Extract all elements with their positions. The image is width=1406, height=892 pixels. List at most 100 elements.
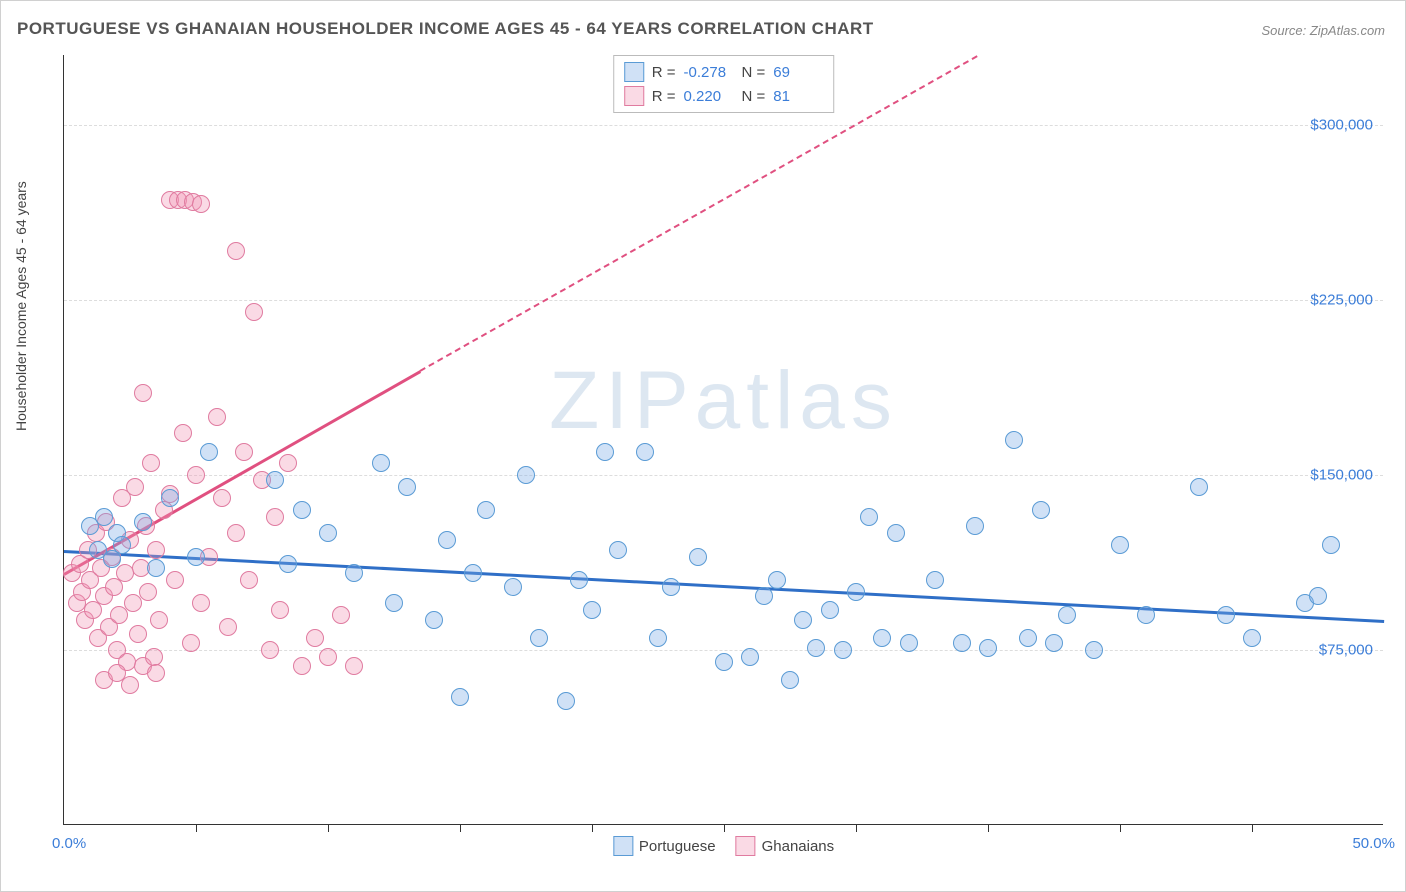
legend-item-ghanaians: Ghanaians <box>736 836 835 856</box>
data-point <box>1309 587 1327 605</box>
y-tick-label: $225,000 <box>1310 292 1373 309</box>
data-point <box>438 531 456 549</box>
gridline <box>64 125 1383 126</box>
data-point <box>245 303 263 321</box>
data-point <box>596 443 614 461</box>
r-label: R = <box>652 88 676 105</box>
data-point <box>319 524 337 542</box>
data-point <box>570 571 588 589</box>
data-point <box>192 594 210 612</box>
data-point <box>1217 606 1235 624</box>
data-point <box>834 641 852 659</box>
data-point <box>208 408 226 426</box>
data-point <box>271 601 289 619</box>
data-point <box>1085 641 1103 659</box>
data-point <box>504 578 522 596</box>
n-value-ghanaians: 81 <box>773 88 823 105</box>
data-point <box>332 606 350 624</box>
x-tick <box>1252 824 1253 832</box>
r-value-portuguese: -0.278 <box>684 64 734 81</box>
data-point <box>174 424 192 442</box>
data-point <box>142 454 160 472</box>
data-point <box>161 489 179 507</box>
data-point <box>1111 536 1129 554</box>
stats-legend-box: R = -0.278 N = 69 R = 0.220 N = 81 <box>613 55 835 113</box>
n-label: N = <box>742 88 766 105</box>
data-point <box>794 611 812 629</box>
data-point <box>166 571 184 589</box>
data-point <box>451 688 469 706</box>
data-point <box>847 583 865 601</box>
x-tick <box>196 824 197 832</box>
data-point <box>187 548 205 566</box>
legend-item-portuguese: Portuguese <box>613 836 716 856</box>
swatch-portuguese <box>624 62 644 82</box>
source-label: Source: ZipAtlas.com <box>1261 23 1385 38</box>
y-axis-label: Householder Income Ages 45 - 64 years <box>13 181 29 431</box>
data-point <box>900 634 918 652</box>
data-point <box>121 676 139 694</box>
data-point <box>1137 606 1155 624</box>
data-point <box>147 664 165 682</box>
x-tick <box>328 824 329 832</box>
data-point <box>95 508 113 526</box>
data-point <box>187 466 205 484</box>
watermark: ZIPatlas <box>549 354 898 448</box>
data-point <box>953 634 971 652</box>
data-point <box>113 536 131 554</box>
data-point <box>768 571 786 589</box>
data-point <box>266 471 284 489</box>
plot-area: ZIPatlas R = -0.278 N = 69 R = 0.220 N =… <box>63 55 1383 825</box>
data-point <box>477 501 495 519</box>
legend-label-ghanaians: Ghanaians <box>762 838 835 855</box>
data-point <box>124 594 142 612</box>
data-point <box>219 618 237 636</box>
data-point <box>134 513 152 531</box>
data-point <box>372 454 390 472</box>
data-point <box>1058 606 1076 624</box>
x-tick <box>988 824 989 832</box>
y-tick-label: $150,000 <box>1310 467 1373 484</box>
data-point <box>662 578 680 596</box>
data-point <box>649 629 667 647</box>
data-point <box>398 478 416 496</box>
data-point <box>345 564 363 582</box>
data-point <box>293 657 311 675</box>
data-point <box>279 555 297 573</box>
data-point <box>860 508 878 526</box>
n-label: N = <box>742 64 766 81</box>
legend-bottom: Portuguese Ghanaians <box>613 836 834 856</box>
chart-container: PORTUGUESE VS GHANAIAN HOUSEHOLDER INCOM… <box>0 0 1406 892</box>
data-point <box>139 583 157 601</box>
data-point <box>755 587 773 605</box>
data-point <box>129 625 147 643</box>
stats-row-portuguese: R = -0.278 N = 69 <box>624 60 824 84</box>
data-point <box>715 653 733 671</box>
data-point <box>530 629 548 647</box>
data-point <box>240 571 258 589</box>
chart-title: PORTUGUESE VS GHANAIAN HOUSEHOLDER INCOM… <box>17 19 874 39</box>
data-point <box>1045 634 1063 652</box>
y-tick-label: $75,000 <box>1319 642 1373 659</box>
data-point <box>192 195 210 213</box>
data-point <box>147 541 165 559</box>
n-value-portuguese: 69 <box>773 64 823 81</box>
data-point <box>821 601 839 619</box>
y-tick-label: $300,000 <box>1310 117 1373 134</box>
x-tick <box>592 824 593 832</box>
data-point <box>227 524 245 542</box>
data-point <box>227 242 245 260</box>
data-point <box>150 611 168 629</box>
data-point <box>557 692 575 710</box>
data-point <box>926 571 944 589</box>
data-point <box>741 648 759 666</box>
stats-row-ghanaians: R = 0.220 N = 81 <box>624 84 824 108</box>
data-point <box>134 384 152 402</box>
gridline <box>64 300 1383 301</box>
x-tick-max: 50.0% <box>1352 835 1395 852</box>
legend-label-portuguese: Portuguese <box>639 838 716 855</box>
data-point <box>126 478 144 496</box>
x-tick <box>724 824 725 832</box>
r-value-ghanaians: 0.220 <box>684 88 734 105</box>
data-point <box>1032 501 1050 519</box>
